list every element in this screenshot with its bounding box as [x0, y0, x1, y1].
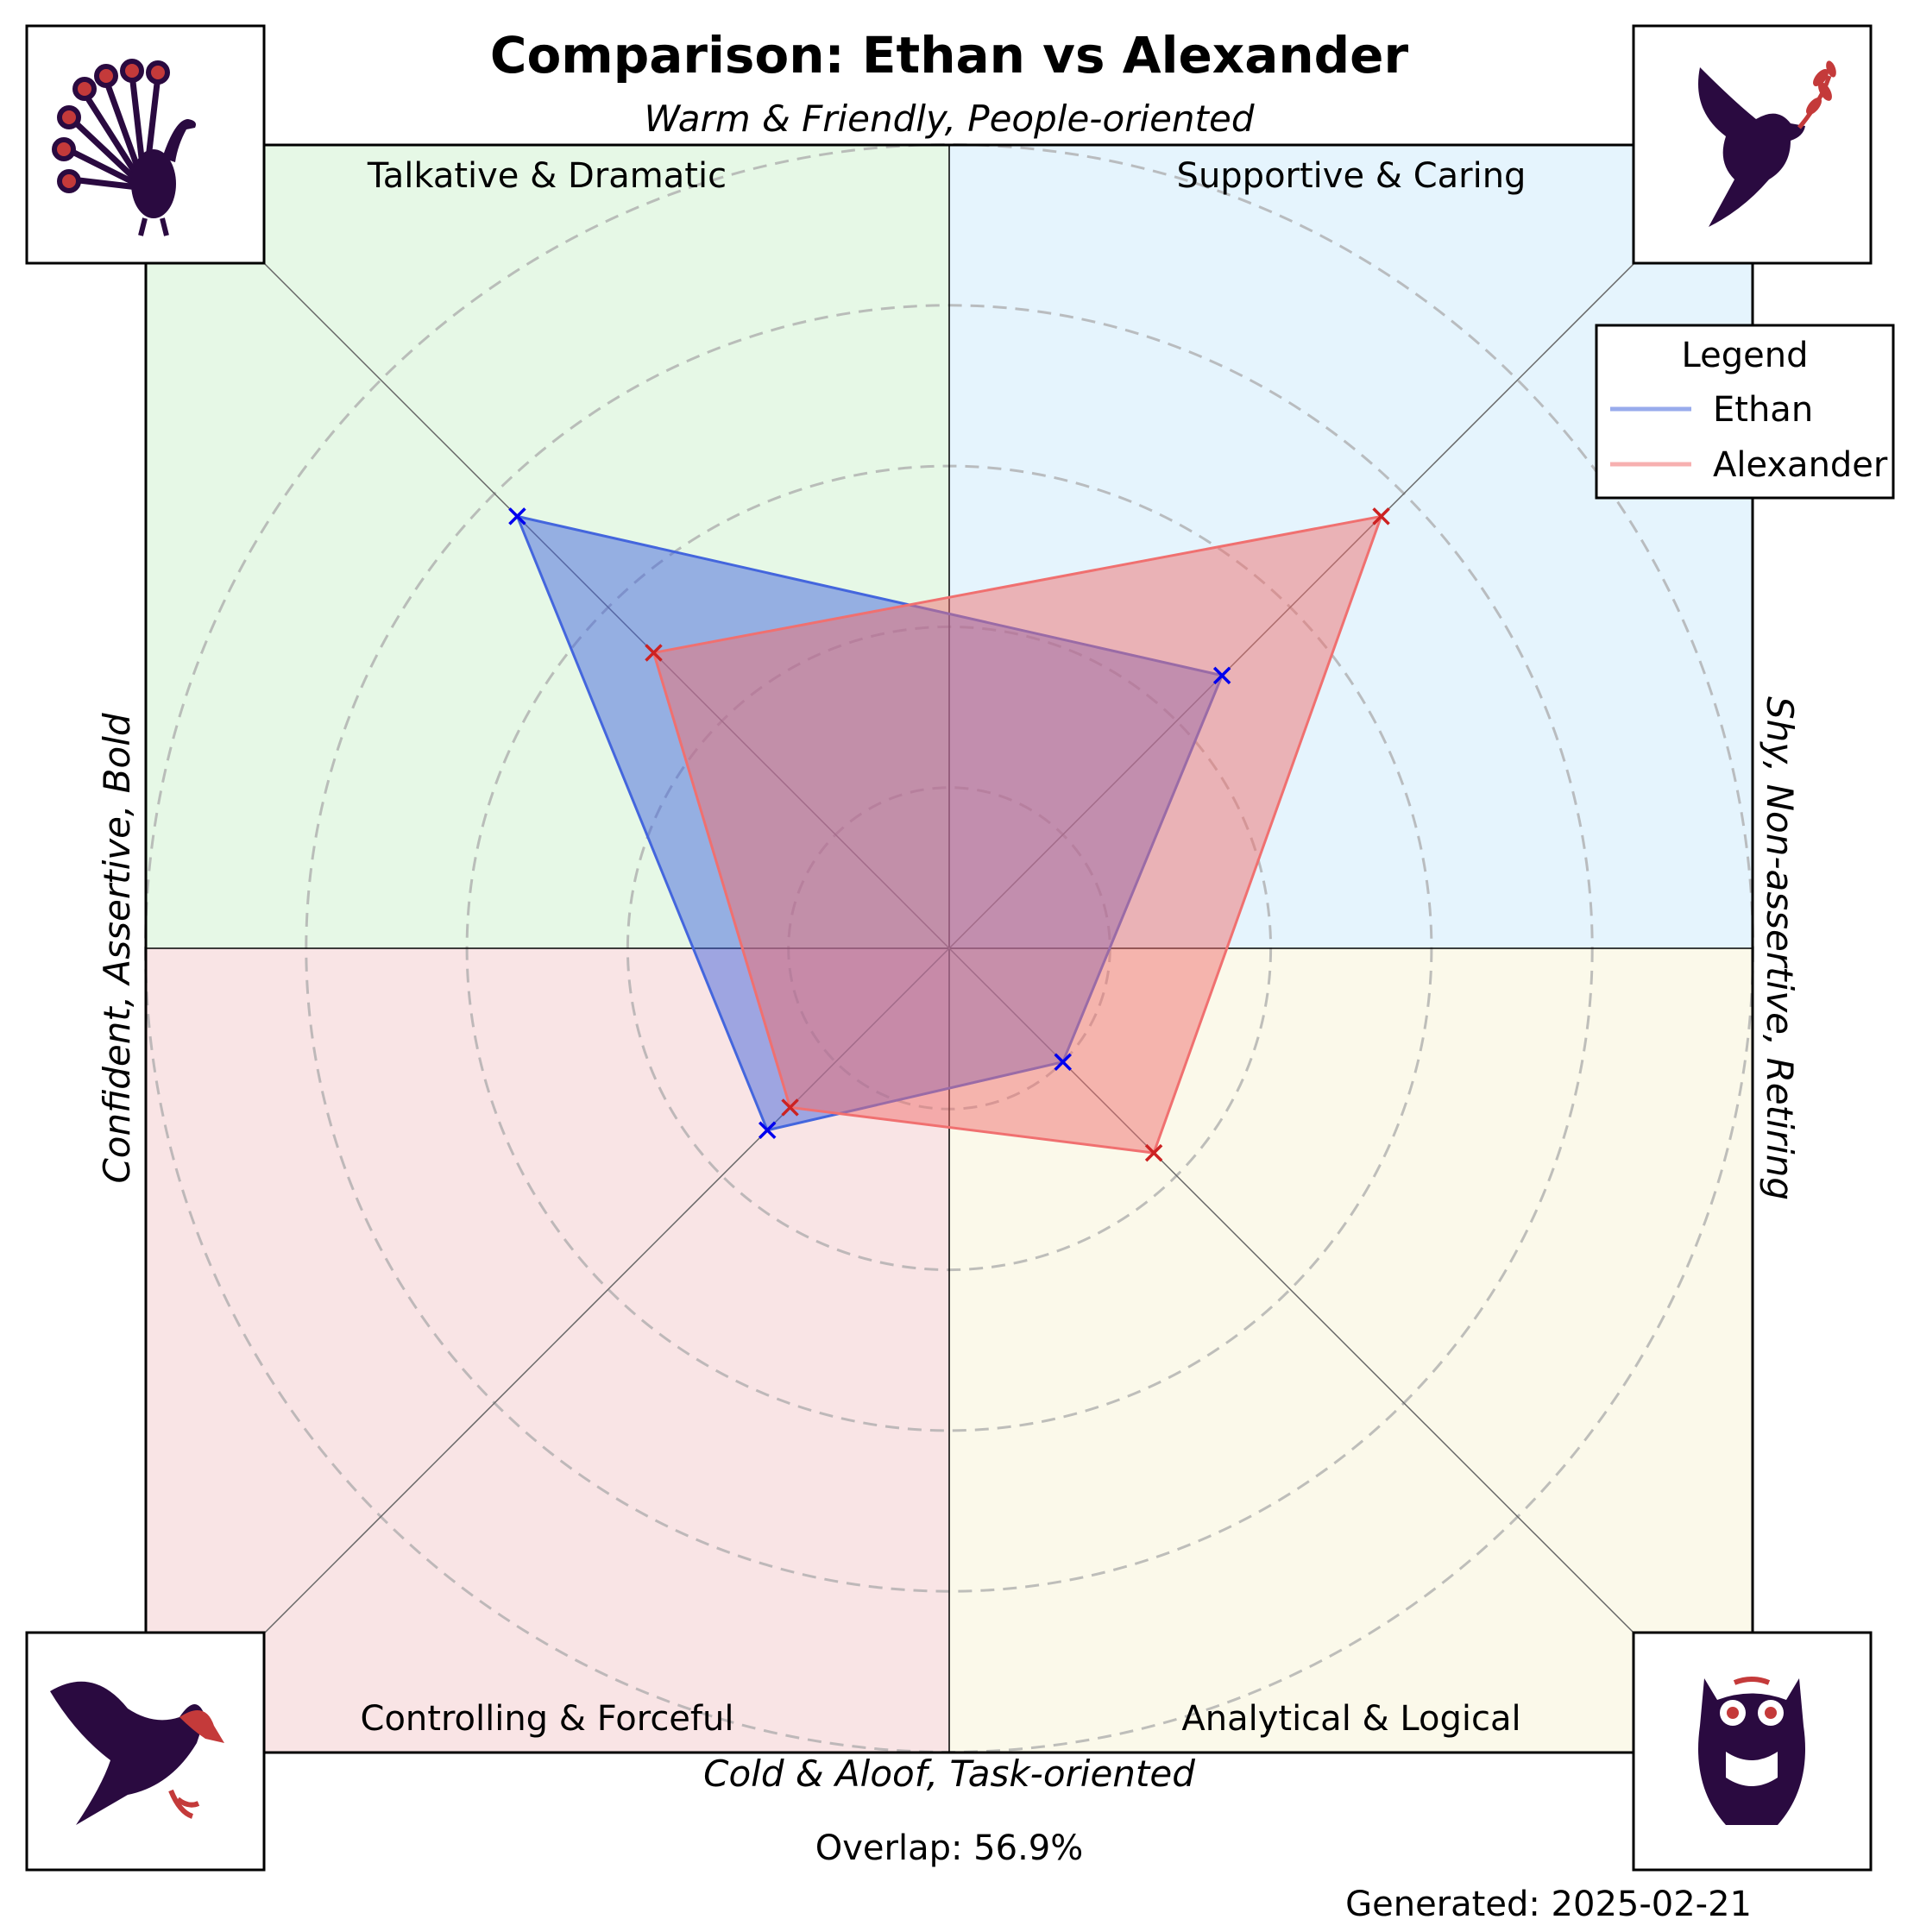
quadrant-label-supportive: Supportive & Caring	[1177, 156, 1527, 196]
legend-title: Legend	[1682, 336, 1809, 375]
data-point-alexander	[645, 644, 663, 662]
axis-label-right: Shy, Non-assertive, Retiring	[1759, 696, 1801, 1200]
data-point-ethan	[1054, 1053, 1072, 1071]
data-point-alexander	[1372, 507, 1390, 525]
legend: Legend Ethan Alexander	[1595, 324, 1895, 500]
peacock-icon	[25, 24, 266, 265]
dove-icon	[1632, 24, 1873, 265]
overlap-label: Overlap: 56.9%	[815, 1828, 1084, 1868]
series-layer	[508, 507, 1390, 1162]
owl-icon	[1632, 1631, 1873, 1872]
plot-border	[144, 143, 1754, 1754]
data-point-ethan	[508, 507, 526, 525]
legend-label-ethan: Ethan	[1713, 390, 1813, 430]
data-point-ethan	[758, 1121, 777, 1140]
quadrant-label-controlling: Controlling & Forceful	[361, 1699, 734, 1739]
quadrant-label-analytical: Analytical & Logical	[1181, 1699, 1520, 1739]
data-point-ethan	[1212, 666, 1231, 685]
legend-label-alexander: Alexander	[1713, 445, 1888, 485]
data-point-alexander	[1144, 1143, 1163, 1162]
quadrant-label-talkative: Talkative & Dramatic	[367, 156, 727, 196]
data-point-alexander	[781, 1098, 799, 1117]
eagle-icon	[25, 1631, 266, 1872]
axis-label-left: Confident, Assertive, Bold	[96, 713, 138, 1183]
generated-date: Generated: 2025-02-21	[1345, 1885, 1752, 1924]
chart-title: Comparison: Ethan vs Alexander	[490, 26, 1409, 85]
axis-label-bottom: Cold & Aloof, Task-oriented	[703, 1753, 1195, 1795]
axis-label-top: Warm & Friendly, People-oriented	[644, 98, 1254, 140]
